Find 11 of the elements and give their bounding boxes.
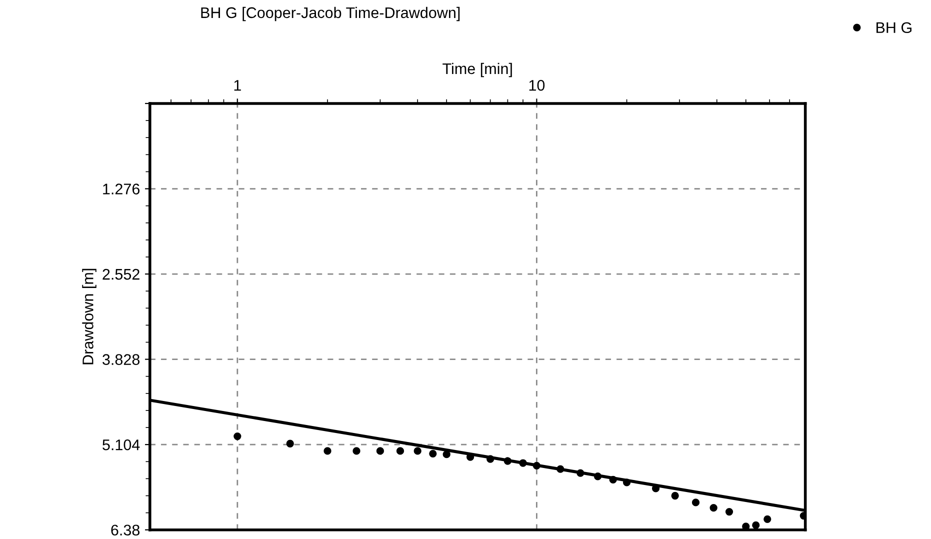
x-tick-label: 10 (529, 80, 545, 91)
y-tick-label: 1.276 (103, 184, 140, 194)
y-tick-label: 2.552 (102, 268, 140, 280)
y-tick-label: 3.828 (102, 354, 140, 365)
legend-label: BH G (876, 22, 912, 34)
y-tick-label: 6.38 (111, 524, 140, 536)
y-tick-label: 5.104 (102, 439, 140, 450)
x-tick-label: 1 (234, 80, 241, 91)
x-axis-title: Time [min] (442, 62, 512, 78)
y-axis-title: Drawdown [m] (82, 268, 96, 364)
chart-title: BH G [Cooper-Jacob Time-Drawdown] (201, 6, 460, 22)
